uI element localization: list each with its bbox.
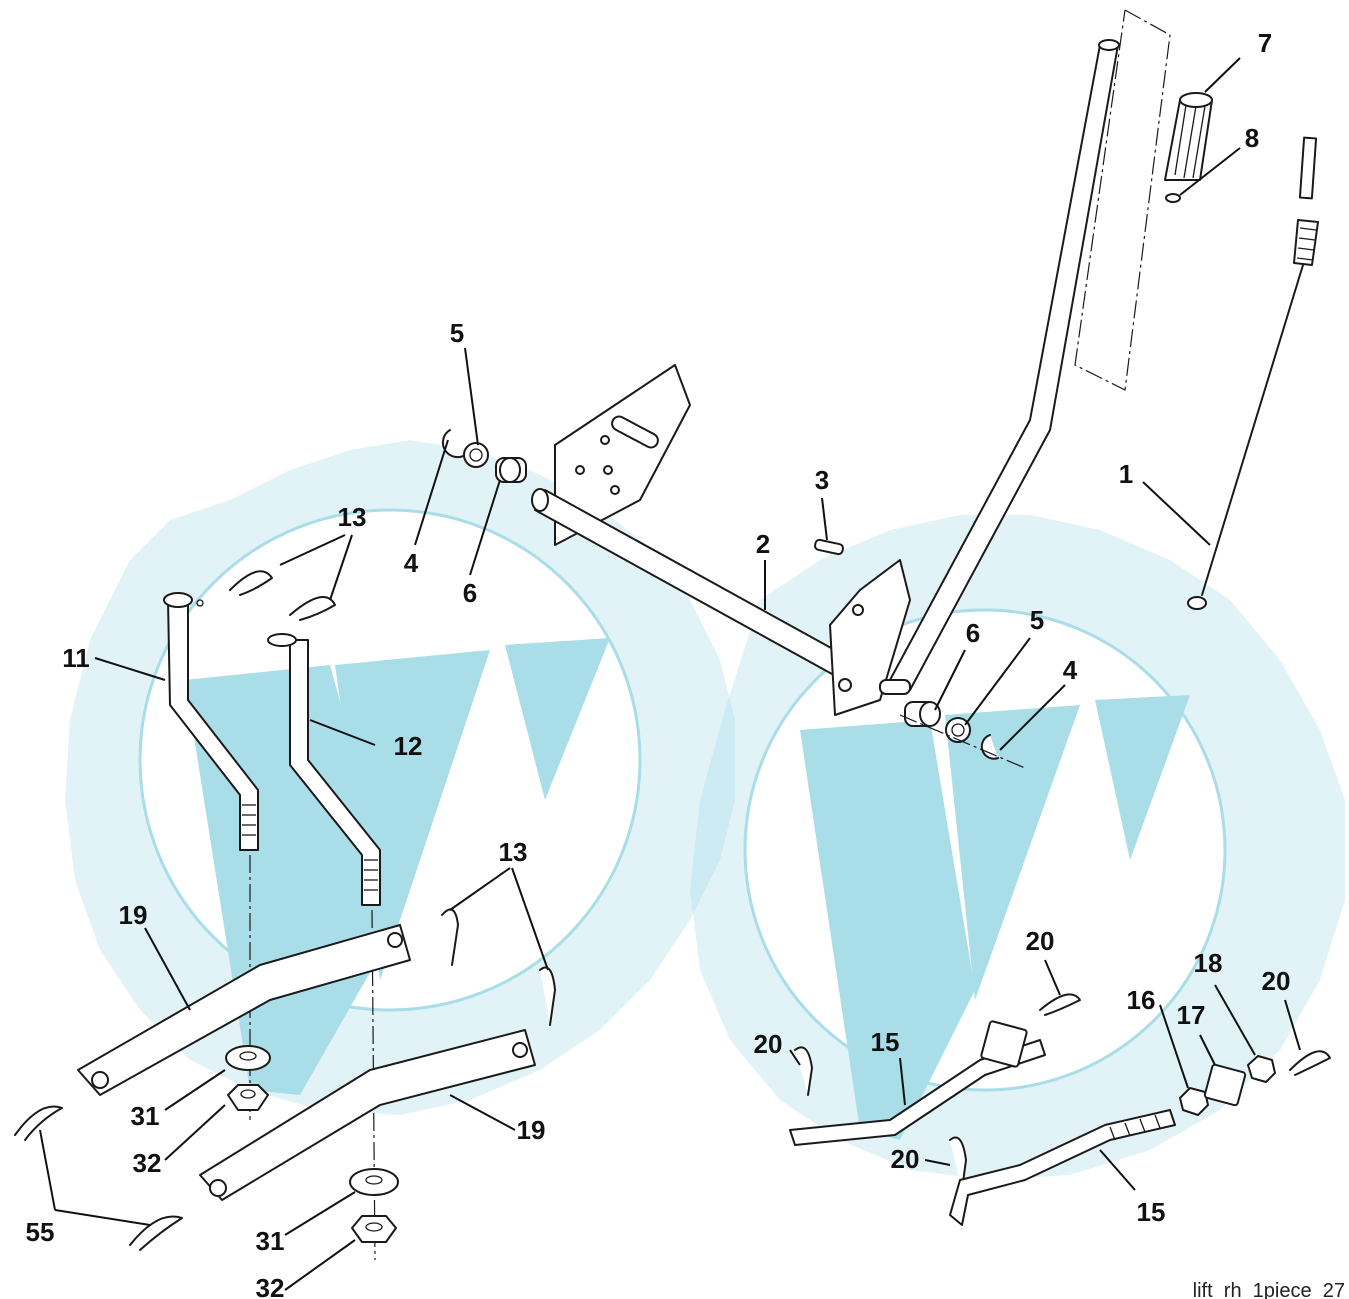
right-hardware <box>899 701 1026 769</box>
lift-arm-lower <box>199 1029 536 1201</box>
diagram-caption: lift_rh_1piece_27 <box>1193 1280 1345 1299</box>
label-part-15-a: 15 <box>871 1027 900 1057</box>
label-part-13-top: 13 <box>338 502 367 532</box>
label-part-1: 1 <box>1119 459 1133 489</box>
nut-left <box>227 1084 269 1111</box>
lift-rod-left <box>163 592 259 851</box>
lift-arm-upper <box>77 924 411 1096</box>
label-part-31-right: 31 <box>256 1226 285 1256</box>
label-part-8: 8 <box>1245 123 1259 153</box>
label-part-15-b: 15 <box>1137 1197 1166 1227</box>
label-part-3: 3 <box>815 465 829 495</box>
label-part-5-right: 5 <box>1030 605 1044 635</box>
watermark-logo-right <box>690 515 1345 1180</box>
label-part-4-left: 4 <box>404 548 419 578</box>
label-part-20-d: 20 <box>1262 966 1291 996</box>
set-screw <box>1165 193 1181 203</box>
leader-lines <box>39 57 1301 1291</box>
roll-pin <box>814 538 844 556</box>
label-part-31-left: 31 <box>131 1101 160 1131</box>
label-part-18: 18 <box>1194 948 1223 978</box>
label-part-32-left: 32 <box>133 1148 162 1178</box>
handle-grip <box>1164 92 1213 181</box>
label-part-11: 11 <box>62 643 90 673</box>
label-part-55: 55 <box>26 1217 55 1247</box>
mounting-plate <box>554 364 691 546</box>
label-part-32-right: 32 <box>256 1273 285 1299</box>
label-part-19-upper: 19 <box>119 900 148 930</box>
label-part-20-c: 20 <box>891 1144 920 1174</box>
label-part-16: 16 <box>1127 985 1156 1015</box>
bushing-left <box>225 1045 271 1071</box>
label-part-2: 2 <box>756 529 770 559</box>
label-part-7: 7 <box>1258 28 1272 58</box>
adjust-rod-upper <box>789 1020 1046 1146</box>
adjust-rod-lower <box>949 1109 1176 1226</box>
label-part-20-b: 20 <box>754 1029 783 1059</box>
lift-rod-right <box>267 633 381 906</box>
label-part-19-lower: 19 <box>517 1115 546 1145</box>
nut-right <box>351 1215 397 1243</box>
bushing-right <box>349 1168 399 1196</box>
label-part-20-a: 20 <box>1026 926 1055 956</box>
adjust-block <box>1203 1063 1247 1107</box>
left-hardware <box>441 429 527 483</box>
label-part-4-right: 4 <box>1063 655 1078 685</box>
label-part-13-mid: 13 <box>499 837 528 867</box>
lift-cable-rod <box>1187 136 1319 610</box>
block-nut <box>1247 1055 1276 1083</box>
label-part-5-left: 5 <box>450 318 464 348</box>
label-part-17: 17 <box>1177 1000 1206 1030</box>
hairpin-clip <box>14 570 1331 1251</box>
label-part-6-left: 6 <box>463 578 477 608</box>
handle-bracket <box>829 559 911 716</box>
label-part-6-right: 6 <box>966 618 980 648</box>
jam-nut <box>1179 1087 1209 1116</box>
label-part-12: 12 <box>394 731 423 761</box>
